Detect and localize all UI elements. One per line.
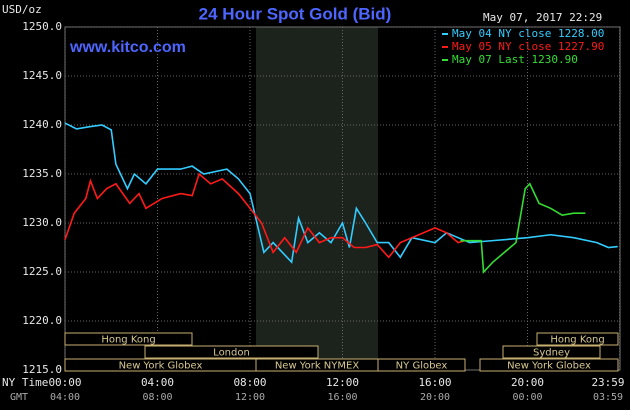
session-label: New York Globex — [507, 361, 591, 372]
session-box — [479, 358, 619, 372]
x-axis-label: NY Time — [2, 376, 48, 389]
y-tick-label: 1230.0 — [22, 216, 62, 229]
session-label: Sydney — [533, 348, 570, 359]
y-axis-label: USD/oz — [2, 3, 42, 16]
series-line — [64, 122, 618, 264]
x2-tick-label: 20:00 — [420, 392, 450, 403]
x2-tick-label: 16:00 — [327, 392, 357, 403]
website: www.kitco.com — [69, 39, 186, 56]
nymex-shade — [256, 27, 378, 370]
chart-title: 24 Hour Spot Gold (Bid) — [199, 4, 392, 23]
session-label: London — [213, 348, 250, 359]
session-box — [144, 345, 319, 359]
x-tick-label: 12:00 — [326, 376, 359, 389]
y-tick-label: 1250.0 — [22, 20, 62, 33]
session-box — [536, 332, 619, 346]
x2-tick-label: 00:00 — [512, 392, 542, 403]
session-label: NY Globex — [396, 361, 448, 372]
y-tick-label: 1240.0 — [22, 118, 62, 131]
x2-tick-label: 12:00 — [235, 392, 265, 403]
session-label: New York Globex — [119, 361, 203, 372]
session-box — [377, 358, 466, 372]
x-tick-label: 08:00 — [233, 376, 266, 389]
series-line — [64, 172, 466, 259]
x-tick-label: 23:59 — [591, 376, 624, 389]
session-box — [502, 345, 601, 359]
y-tick-label: 1215.0 — [22, 363, 62, 376]
x-tick-label: 00:00 — [48, 376, 81, 389]
session-label: Hong Kong — [550, 335, 604, 346]
legend-label: May 04 NY close 1228.00 — [452, 27, 604, 40]
x2-tick-label: 03:59 — [593, 392, 623, 403]
x2-tick-label: 08:00 — [142, 392, 172, 403]
date: May 07, 2017 22:29 — [483, 11, 602, 24]
y-tick-label: 1235.0 — [22, 167, 62, 180]
y-tick-label: 1220.0 — [22, 314, 62, 327]
x-tick-label: 04:00 — [141, 376, 174, 389]
y-tick-label: 1245.0 — [22, 69, 62, 82]
x-tick-label: 16:00 — [418, 376, 451, 389]
session-label: Hong Kong — [101, 335, 155, 346]
series-line — [460, 182, 586, 274]
session-label: New York NYMEX — [275, 361, 360, 372]
legend-label: May 07 Last 1230.90 — [452, 53, 578, 66]
legend-label: May 05 NY close 1227.90 — [452, 40, 604, 53]
x-tick-label: 20:00 — [511, 376, 544, 389]
session-box — [64, 332, 193, 346]
y-tick-label: 1225.0 — [22, 265, 62, 278]
x2-axis-label: GMT — [10, 392, 28, 403]
x2-tick-label: 04:00 — [50, 392, 80, 403]
